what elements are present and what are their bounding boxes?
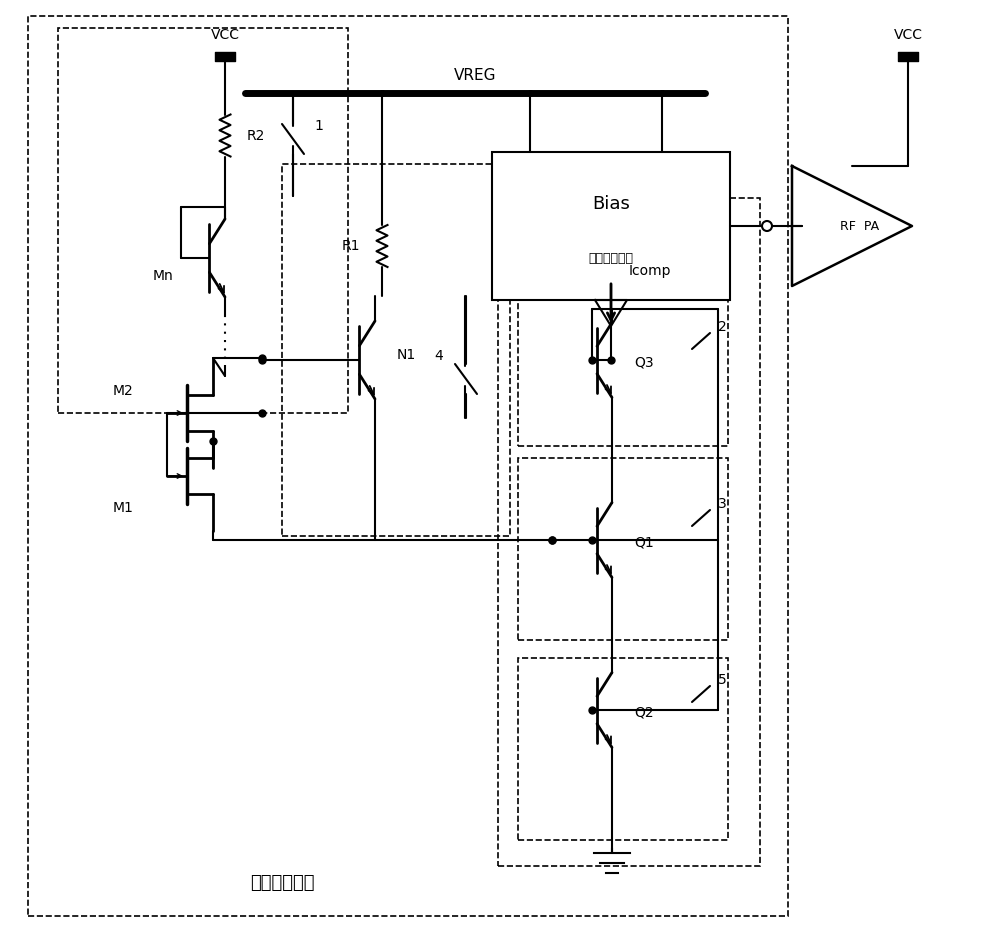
Text: （偏置电路）: （偏置电路）: [588, 252, 634, 265]
Text: 4: 4: [434, 349, 443, 363]
Text: VCC: VCC: [894, 28, 922, 42]
Text: Icomp: Icomp: [629, 264, 671, 278]
Text: Q1: Q1: [634, 535, 654, 549]
Text: 5: 5: [718, 673, 727, 687]
Text: 3: 3: [718, 497, 727, 511]
Text: Q3: Q3: [634, 355, 654, 369]
Bar: [492, 152, 730, 300]
Text: RF  PA: RF PA: [840, 220, 880, 232]
Text: VCC: VCC: [211, 28, 240, 42]
Text: R2: R2: [247, 129, 265, 142]
Bar: [58, 28, 348, 413]
Text: R1: R1: [342, 239, 360, 253]
Bar: [518, 218, 728, 446]
Text: 2: 2: [718, 320, 727, 334]
Bar: [498, 198, 760, 866]
Bar: [518, 658, 728, 840]
Bar: [282, 164, 510, 536]
Bar: [518, 458, 728, 640]
Text: M1: M1: [112, 501, 133, 515]
Bar: [28, 16, 788, 916]
Text: M2: M2: [112, 384, 133, 398]
Text: Bias: Bias: [592, 194, 630, 212]
Text: Mn: Mn: [153, 269, 174, 283]
Text: 1: 1: [314, 119, 323, 133]
Text: Q2: Q2: [634, 705, 654, 719]
Text: N1: N1: [397, 348, 416, 362]
Text: VREG: VREG: [454, 67, 496, 82]
Text: 过压调节电路: 过压调节电路: [250, 874, 315, 892]
